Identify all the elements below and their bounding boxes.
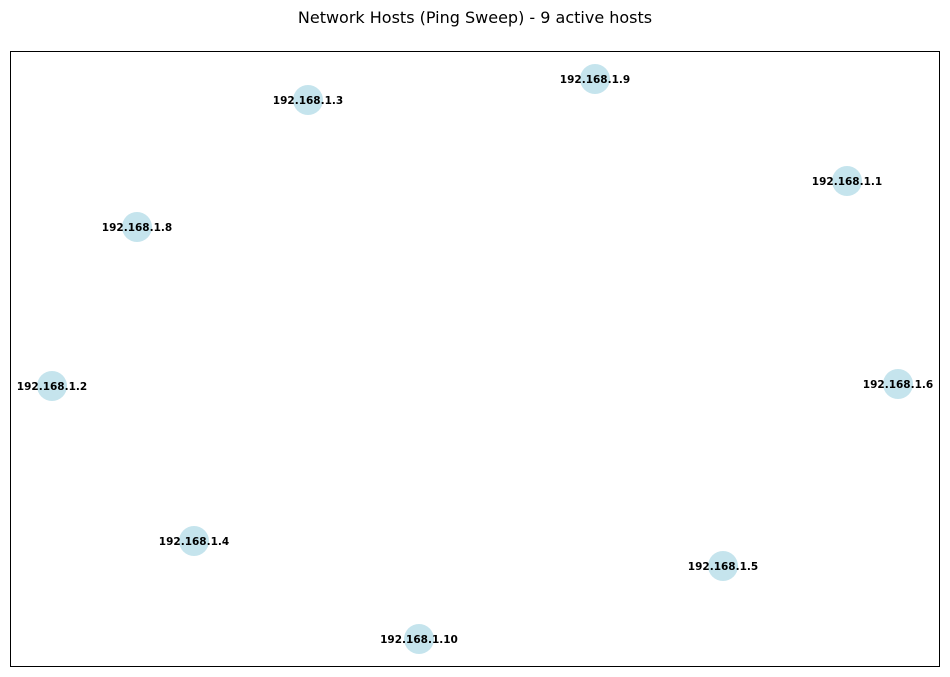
- host-node-label: 192.168.1.5: [688, 561, 758, 573]
- host-node: 192.168.1.10: [380, 624, 458, 654]
- host-node: 192.168.1.4: [159, 526, 229, 556]
- host-node-label: 192.168.1.4: [159, 536, 229, 548]
- plot-frame: [10, 51, 940, 667]
- host-node-circle: [708, 551, 738, 581]
- host-node: 192.168.1.5: [688, 551, 758, 581]
- host-node-label: 192.168.1.1: [812, 176, 882, 188]
- host-node-circle: [580, 64, 610, 94]
- host-node-circle: [404, 624, 434, 654]
- host-node-label: 192.168.1.3: [273, 95, 343, 107]
- host-node-circle: [293, 85, 323, 115]
- host-node-label: 192.168.1.8: [102, 222, 172, 234]
- host-node: 192.168.1.9: [560, 64, 630, 94]
- host-node-circle: [883, 369, 913, 399]
- host-node: 192.168.1.3: [273, 85, 343, 115]
- host-node-circle: [832, 166, 862, 196]
- host-node-label: 192.168.1.10: [380, 634, 458, 646]
- host-node-label: 192.168.1.2: [17, 381, 87, 393]
- host-node: 192.168.1.2: [17, 371, 87, 401]
- host-node-circle: [122, 212, 152, 242]
- host-node: 192.168.1.6: [863, 369, 933, 399]
- host-node: 192.168.1.8: [102, 212, 172, 242]
- host-node-circle: [37, 371, 67, 401]
- host-node-label: 192.168.1.6: [863, 379, 933, 391]
- host-node: 192.168.1.1: [812, 166, 882, 196]
- diagram-title: Network Hosts (Ping Sweep) - 9 active ho…: [297, 8, 653, 27]
- host-node-label: 192.168.1.9: [560, 74, 630, 86]
- host-node-circle: [179, 526, 209, 556]
